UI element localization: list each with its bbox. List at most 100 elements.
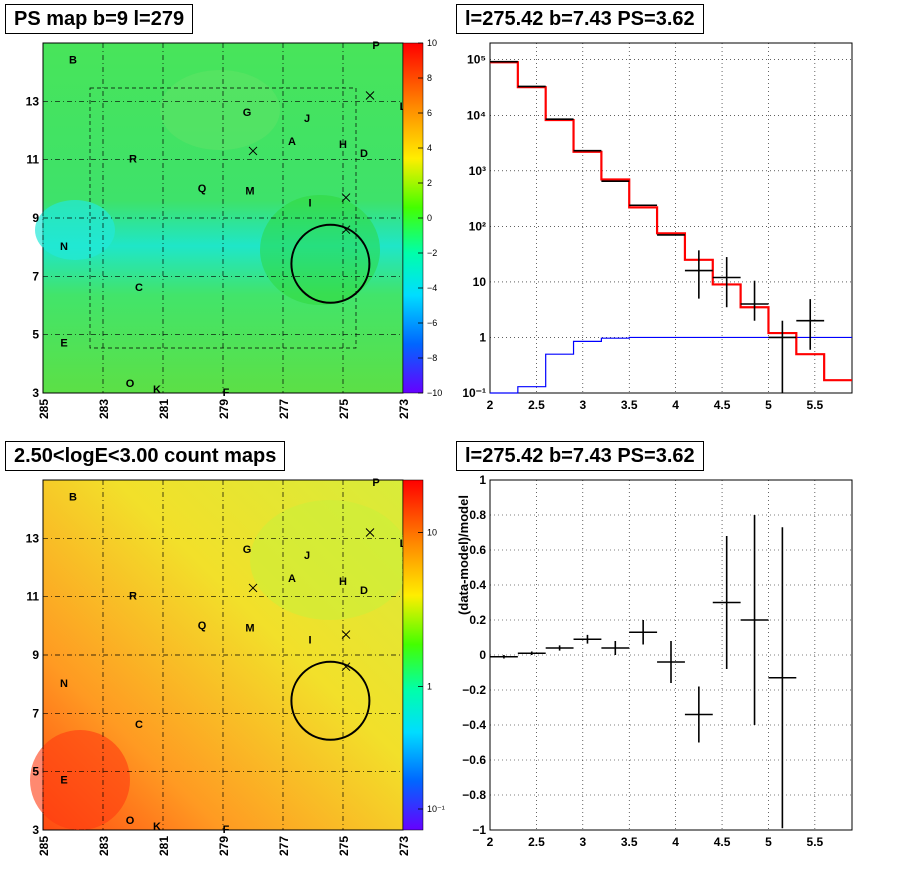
map-y-tick-label: 3 [32,386,39,400]
spectrum-y-tick-label: 10² [469,219,486,233]
map-x-tick-label: 275 [337,399,351,419]
map-y-tick-label: 13 [26,531,40,545]
map-x-tick-label: 283 [97,836,111,856]
ps-map-panel: BPLGJAHDRQMINCEOKF 285283281279277275273… [26,38,443,419]
residual-x-tick-label: 5 [765,835,772,849]
ps-map-grid [42,43,404,394]
spectrum-y-tick-labels: 10⁻¹ 1 10 10² 10³ 10⁴ 10⁵ [462,53,486,400]
count-map-yellow-patch [250,500,410,620]
source-label: P [372,40,379,52]
source-cross-marker [248,583,258,593]
source-cross-marker [365,91,375,100]
spectrum-x-tick-label: 4 [672,398,679,412]
source-label: A [288,573,296,585]
colorbar-tick-label: −2 [427,248,437,258]
source-label: A [288,136,296,148]
map-y-tick-label: 3 [32,823,39,837]
ps-map-roi-box [89,87,357,349]
ps-map-y-tick-labels: 13 11 9 7 5 3 [26,94,40,400]
colorbar-tick-label: −6 [427,318,437,328]
residual-y-tick-label: 0.4 [469,578,486,592]
spectrum-y-tick-label: 1 [479,330,486,344]
source-label: D [360,585,368,597]
residual-y-axis-label: (data-model)/model [456,495,471,615]
spectrum-y-tick-label: 10⁴ [467,108,486,122]
map-y-tick-label: 7 [32,706,39,720]
source-label: D [360,148,368,160]
colorbar-tick-label: 2 [427,178,432,188]
source-label: K [153,384,161,396]
residual-y-tick-label: 0.6 [469,543,486,557]
map-y-tick-label: 9 [32,648,39,662]
residual-y-tick-label: 0.8 [469,508,486,522]
spectrum-x-tick-label: 2 [487,398,494,412]
source-label: E [60,337,67,349]
source-label: M [245,186,254,198]
colorbar-tick-label: 8 [427,73,432,83]
residual-y-tick-label: 0 [479,648,486,662]
source-label: Q [198,620,207,632]
colorbar-tick-label: −10 [427,388,442,398]
spectrum-y-tick-label: 10⁵ [467,53,486,67]
spectrum-series [490,60,852,394]
map-x-tick-label: 283 [97,399,111,419]
residual-title: l=275.42 b=7.43 PS=3.62 [456,441,704,471]
source-label: G [243,107,252,119]
source-label: C [135,282,143,294]
spectrum-x-tick-label: 3.5 [621,398,638,412]
ps-map-title: PS map b=9 l=279 [5,4,194,34]
map-y-tick-label: 5 [32,328,39,342]
map-x-tick-label: 279 [217,399,231,419]
source-cross-marker [365,528,375,537]
source-label: E [60,774,67,786]
ps-map-source-crosses [248,91,375,235]
residual-y-tick-label: −0.4 [462,718,486,732]
residual-y-tick-labels: 1 0.8 0.6 0.4 0.2 0 −0.2 −0.4 −0.6 −0.8 −1 [462,473,486,837]
source-label: C [135,719,143,731]
source-label: O [126,378,135,390]
residual-x-tick-label: 4 [672,835,679,849]
residual-x-tick-labels: 2 2.5 3 3.5 4 4.5 5 5.5 [487,835,824,849]
map-x-tick-label: 277 [277,399,291,419]
map-y-tick-label: 9 [32,211,39,225]
map-x-tick-label: 273 [397,399,411,419]
source-label: K [153,821,161,833]
residual-y-tick-label: −0.6 [462,753,486,767]
spectrum-panel: 2 2.5 3 3.5 4 4.5 5 5.5 10⁻¹ 1 10 10² 10³ 10⁴ 10⁵ [462,42,853,412]
colorbar-tick-label: 0 [427,213,432,223]
spectrum-x-tick-label: 5 [765,398,772,412]
colorbar-tick-label: −4 [427,283,437,293]
map-x-tick-label: 273 [397,836,411,856]
count-map-colorbar [402,479,424,831]
spectrum-x-tick-label: 4.5 [714,398,731,412]
source-cross-marker [248,146,258,156]
source-label: I [308,634,311,646]
source-label: B [69,54,77,66]
residual-y-tick-label: −0.2 [462,683,486,697]
spectrum-y-tick-label: 10⁻¹ [462,386,486,400]
spectrum-y-tick-label: 10³ [469,164,486,178]
source-label: R [129,154,137,166]
residual-x-tick-label: 4.5 [714,835,731,849]
spectrum-x-tick-label: 3 [579,398,586,412]
ps-map-dark-patch [260,195,380,305]
ps-map-light-patch [160,70,280,150]
residual-y-tick-label: −0.8 [462,788,486,802]
count-map-title: 2.50<logE<3.00 count maps [5,441,286,471]
source-label: F [223,824,230,836]
source-label: I [308,197,311,209]
map-y-tick-label: 11 [26,153,39,167]
spectrum-y-tick-label: 10 [473,275,487,289]
spectrum-x-tick-label: 2.5 [528,398,545,412]
map-y-tick-label: 13 [26,94,40,108]
count-map-colorbar-ticks: 10 1 10⁻¹ [418,528,445,814]
count-map-y-tick-labels: 13 11 9 7 5 3 [26,531,40,837]
spectrum-model-step-line [490,61,852,382]
residual-x-tick-label: 2.5 [528,835,545,849]
residual-series [490,515,797,829]
source-label: M [245,623,254,635]
source-cross-marker [341,193,351,202]
map-x-tick-label: 275 [337,836,351,856]
residual-y-tick-label: 1 [479,473,486,487]
